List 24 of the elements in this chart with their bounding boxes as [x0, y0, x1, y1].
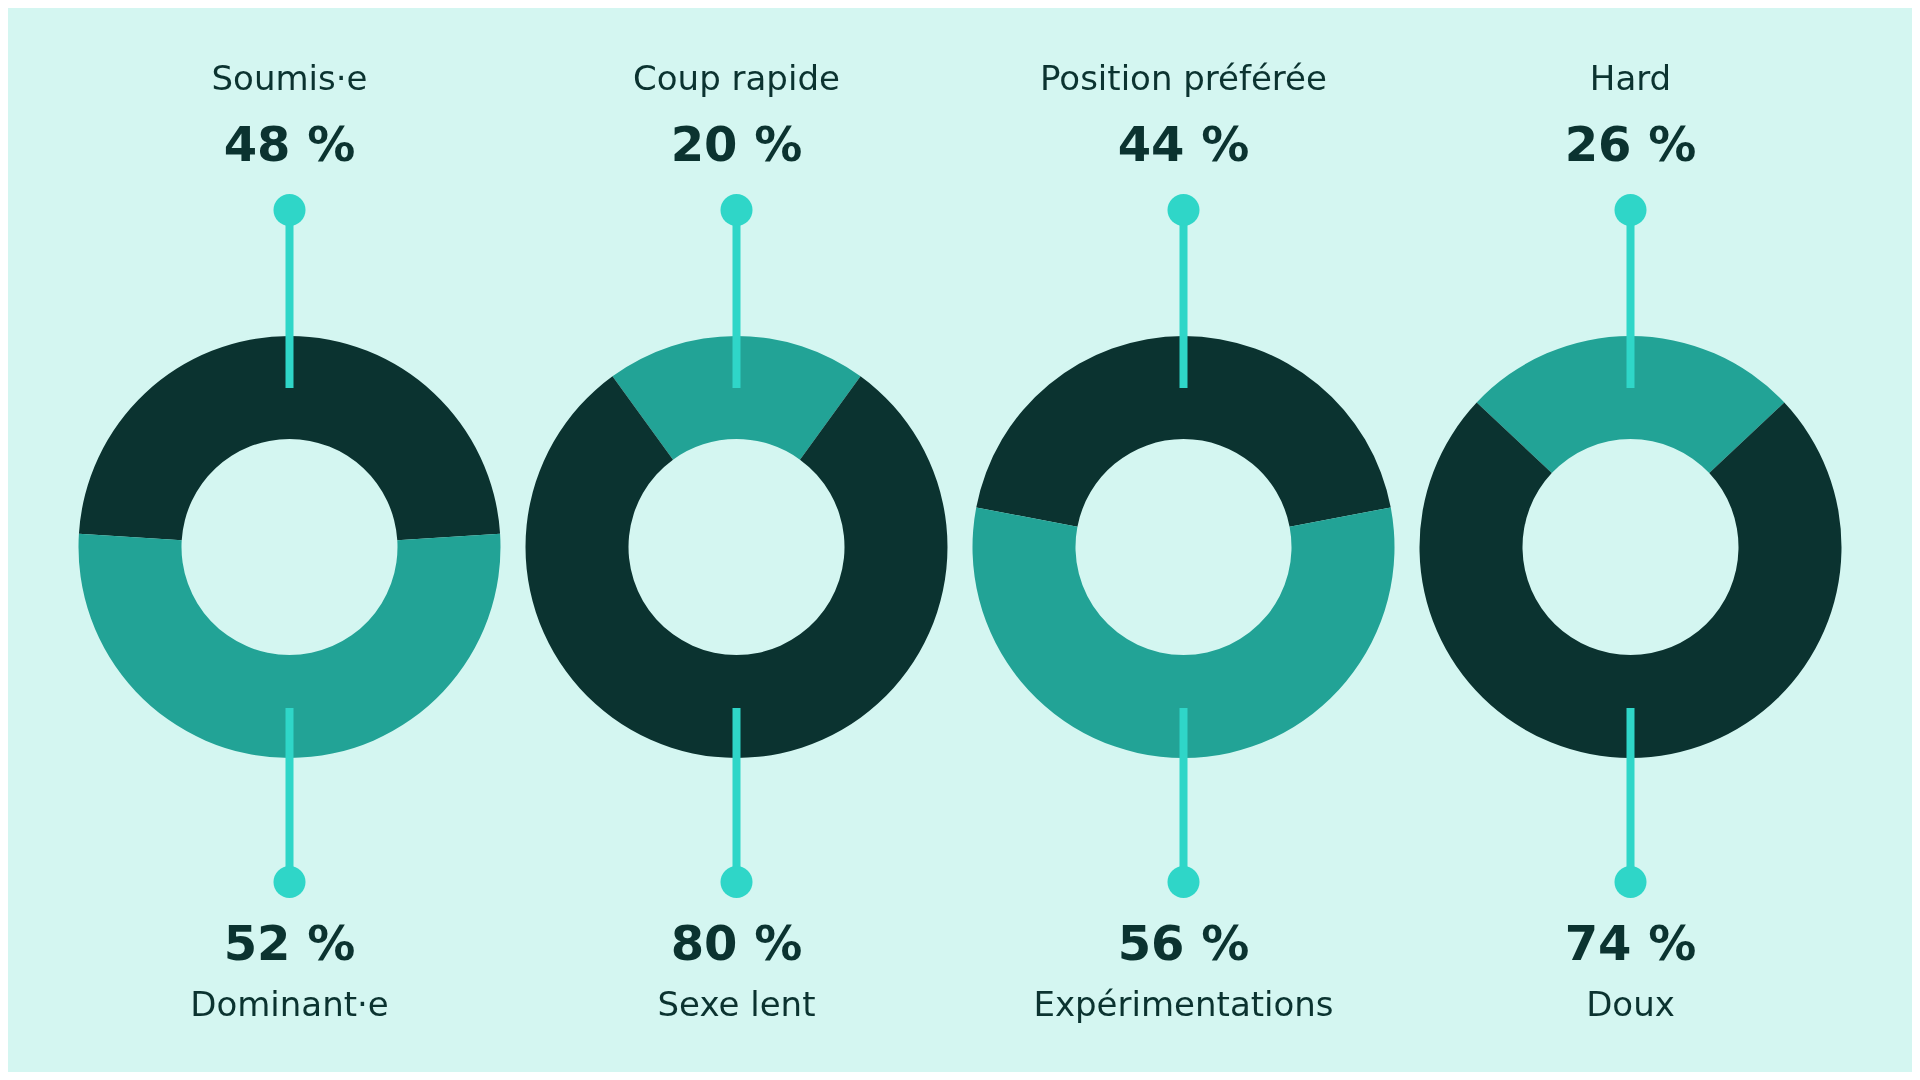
data-label: 52 %	[223, 915, 356, 971]
donut-slice	[525, 376, 948, 758]
slice-label: Expérimentations	[1033, 984, 1334, 1024]
donut-slice	[78, 533, 501, 758]
data-label: 26 %	[1564, 116, 1697, 172]
donut-slice	[972, 507, 1395, 758]
slice-label: Position préférée	[1040, 58, 1327, 98]
donut-slice	[1419, 402, 1842, 758]
data-label: 48 %	[223, 116, 356, 172]
slice-label: Hard	[1589, 58, 1672, 98]
slice-label: Coup rapide	[633, 58, 840, 98]
data-label: 80 %	[670, 915, 803, 971]
data-label: 56 %	[1117, 915, 1250, 971]
data-label: 44 %	[1117, 116, 1250, 172]
donut-slice	[976, 336, 1391, 527]
data-label: 20 %	[670, 116, 803, 172]
donut-slice	[1476, 336, 1785, 474]
donut-slice	[78, 335, 501, 541]
slice-label: Dominant·e	[190, 984, 389, 1024]
slice-label: Sexe lent	[657, 984, 816, 1024]
data-label: 74 %	[1564, 915, 1697, 971]
slice-label: Doux	[1586, 984, 1675, 1024]
slice-label: Soumis·e	[211, 58, 368, 98]
donut-slice	[612, 336, 861, 460]
